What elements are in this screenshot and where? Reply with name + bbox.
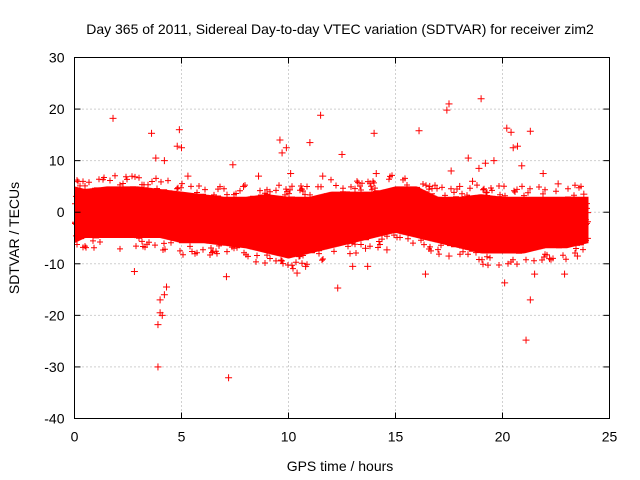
data-point [154, 321, 162, 329]
data-point [222, 273, 230, 281]
data-point [178, 144, 185, 152]
data-point [421, 270, 429, 278]
y-tick-label: 20 [49, 101, 65, 117]
x-tick-label: 10 [281, 429, 297, 445]
data-point [334, 284, 342, 292]
data-point [554, 180, 562, 188]
data-point [317, 111, 325, 119]
data-point [383, 246, 391, 254]
y-tick-label: -40 [44, 411, 64, 427]
data-point [518, 162, 526, 170]
data-point [456, 182, 464, 190]
data-point [469, 177, 477, 185]
data-point [475, 164, 483, 172]
data-point [580, 190, 588, 198]
data-point [184, 172, 192, 180]
data-point [156, 296, 164, 304]
data-point [503, 124, 511, 132]
data-point [509, 144, 517, 152]
data-point [175, 126, 183, 134]
data-point [415, 127, 423, 135]
data-points [72, 95, 591, 382]
y-tick-label: -10 [44, 256, 64, 272]
data-point [362, 244, 370, 252]
data-point [255, 172, 263, 180]
data-point [160, 157, 168, 165]
data-point [561, 270, 569, 278]
data-point [490, 157, 498, 165]
data-point [163, 283, 171, 291]
data-point [522, 336, 530, 344]
y-tick-label: 30 [49, 50, 65, 66]
x-axis-label: GPS time / hours [287, 458, 394, 474]
data-point [372, 170, 380, 178]
x-tick-label: 20 [495, 429, 511, 445]
data-point [229, 161, 237, 169]
data-point [130, 268, 138, 276]
data-point [282, 144, 290, 152]
data-point [338, 150, 346, 158]
data-point [287, 170, 295, 178]
data-point [526, 296, 534, 304]
data-point [513, 142, 521, 150]
data-point [370, 129, 378, 137]
data-point [278, 149, 286, 157]
data-point [364, 262, 372, 270]
data-point [426, 182, 434, 190]
dense-band [72, 172, 591, 272]
chart-title: Day 365 of 2011, Sidereal Day-to-day VTE… [86, 21, 594, 37]
data-point [173, 142, 181, 150]
y-axis-label: SDTVAR / TECUs [6, 182, 22, 294]
data-point [573, 252, 581, 260]
data-point [443, 106, 451, 114]
y-tick-label: -20 [44, 307, 64, 323]
data-point [302, 262, 310, 270]
data-point [507, 128, 515, 136]
data-point [293, 269, 301, 277]
data-point [319, 172, 327, 180]
x-tick-label: 0 [71, 429, 79, 445]
data-point [546, 255, 554, 263]
data-point [501, 279, 509, 287]
plot-frame [74, 57, 610, 419]
data-point [158, 311, 166, 319]
data-point [154, 363, 162, 371]
data-point [109, 114, 117, 122]
data-point [240, 182, 248, 190]
data-point [464, 154, 472, 162]
data-point [160, 291, 168, 299]
data-point [447, 167, 455, 175]
x-tick-label: 5 [178, 429, 186, 445]
data-point [306, 139, 314, 147]
dense-band-markers [72, 172, 591, 272]
y-tick-label: 0 [57, 204, 65, 220]
x-tick-label: 25 [602, 429, 618, 445]
data-point [477, 95, 485, 103]
data-point [481, 159, 489, 167]
data-point [445, 252, 453, 260]
data-point [531, 270, 539, 278]
data-point [276, 136, 284, 144]
data-point [225, 374, 233, 382]
data-point [445, 100, 453, 108]
data-point [152, 154, 160, 162]
y-tick-label: -30 [44, 359, 64, 375]
data-point [148, 129, 156, 137]
y-tick-label: 10 [49, 153, 65, 169]
data-point [526, 127, 534, 135]
data-point [539, 170, 547, 178]
x-axis: 0 5 10 15 20 25 [71, 57, 618, 445]
y-axis: -40 -30 -20 -10 0 10 20 30 [44, 50, 610, 427]
x-tick-label: 15 [388, 429, 404, 445]
data-point [349, 262, 357, 270]
